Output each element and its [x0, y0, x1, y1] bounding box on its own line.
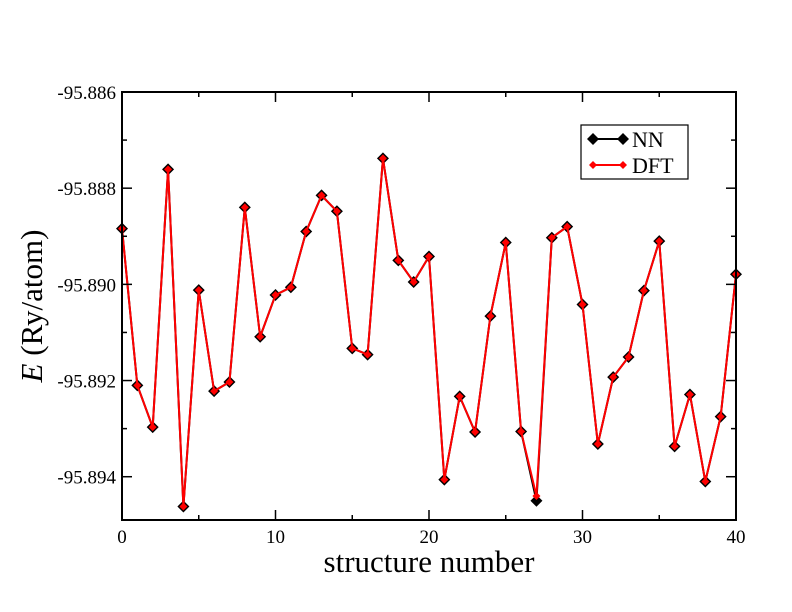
series-dft-line: [121, 158, 737, 507]
y-tick-label: -95.894: [57, 468, 116, 489]
series-dft-point: [409, 277, 418, 286]
x-axis-title: structure number: [324, 544, 536, 579]
series-dft-point: [378, 154, 387, 163]
series-dft-point: [363, 350, 372, 359]
series-dft-point: [240, 203, 249, 212]
y-axis-title: E (Ry/atom): [14, 230, 49, 384]
series-dft-point: [194, 286, 203, 295]
series-dft-point: [133, 381, 142, 390]
series-dft-point: [486, 312, 495, 321]
series-dft-point: [302, 227, 311, 236]
series-dft-point: [332, 207, 341, 216]
series-dft-point: [179, 502, 188, 511]
series-nn-point: [530, 494, 543, 507]
series-dft-point: [670, 442, 679, 451]
y-tick-label: -95.886: [57, 83, 116, 104]
x-tick-label: 40: [727, 527, 746, 548]
legend-nn-marker: [617, 133, 629, 145]
series-dft-point: [624, 352, 633, 361]
legend-dft-marker: [619, 161, 627, 169]
legend-nn-label: NN: [632, 127, 664, 152]
y-tick-label: -95.890: [57, 275, 116, 296]
legend-dft-marker: [589, 161, 597, 169]
x-tick-label: 0: [117, 527, 127, 548]
series-dft-point: [440, 475, 449, 484]
y-tick-label: -95.888: [57, 179, 116, 200]
plot-area: [116, 152, 742, 513]
y-tick-label: -95.892: [57, 372, 116, 393]
series-dft-point: [164, 165, 173, 174]
plot-frame: [121, 91, 737, 521]
series-dft-point: [609, 373, 618, 382]
series-dft-point: [547, 233, 556, 242]
series-dft-point: [593, 440, 602, 449]
series-dft-point: [256, 332, 265, 341]
series-dft-point: [639, 286, 648, 295]
series-dft-point: [286, 283, 295, 292]
series-dft-point: [471, 427, 480, 436]
series-dft-point: [685, 390, 694, 399]
x-tick-label: 10: [266, 527, 285, 548]
series-dft-point: [317, 191, 326, 200]
legend-box: [580, 124, 689, 180]
series-dft-point: [225, 377, 234, 386]
series-dft-point: [501, 238, 510, 247]
y-axis-title-unit: (Ry/atom): [14, 230, 49, 364]
series-dft-point: [655, 237, 664, 246]
series-dft-point: [394, 256, 403, 265]
series-dft-point: [578, 300, 587, 309]
series-dft-point: [532, 491, 541, 500]
series-dft-point: [348, 344, 357, 353]
series-dft-point: [425, 252, 433, 261]
x-tick-label: 30: [573, 527, 592, 548]
series-dft-point: [210, 387, 219, 396]
legend: NN DFT: [580, 124, 689, 180]
series-dft-point: [716, 412, 725, 421]
series-dft-point: [148, 423, 157, 432]
x-tick-label: 20: [420, 527, 439, 548]
series-dft-point: [455, 392, 464, 401]
y-axis-title-symbol: E: [14, 363, 49, 383]
legend-dft-label: DFT: [632, 153, 674, 178]
series-dft-point: [563, 222, 572, 231]
series-nn-line: [121, 158, 737, 507]
series-dft-point: [517, 427, 526, 436]
legend-nn-marker: [587, 133, 599, 145]
series-dft-point: [701, 477, 710, 486]
series-dft-point: [271, 290, 280, 299]
